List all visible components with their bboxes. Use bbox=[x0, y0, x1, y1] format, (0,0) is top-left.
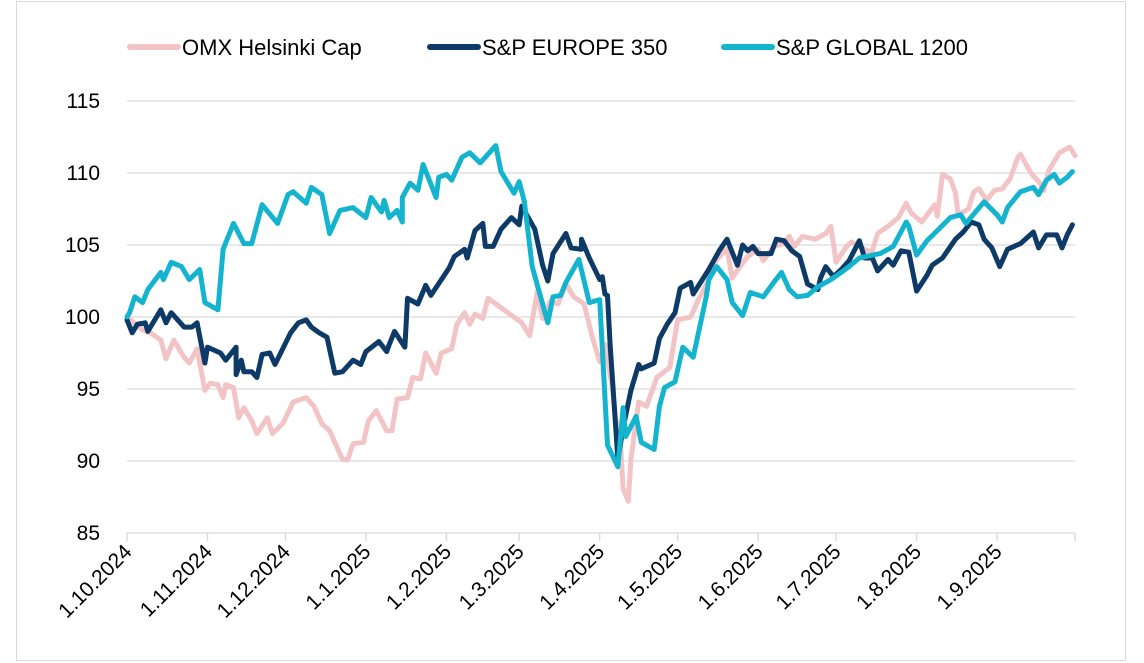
y-tick-label: 95 bbox=[77, 378, 100, 401]
legend-label: S&P GLOBAL 1200 bbox=[776, 35, 968, 60]
x-tick-label: 1.8.2025 bbox=[852, 540, 926, 614]
chart-frame bbox=[16, 1, 1126, 661]
series-line-s-p-europe-350 bbox=[124, 203, 1075, 463]
y-tick-label: 85 bbox=[77, 522, 100, 545]
x-tick-label: 1.6.2025 bbox=[694, 540, 768, 614]
y-axis-ticks: 85 90 95 100 105 110 115 bbox=[65, 90, 100, 545]
x-tick-label: 1.11.2024 bbox=[136, 540, 217, 621]
x-tick-label: 1.10.2024 bbox=[54, 540, 137, 623]
x-tick-label: 1.3.2025 bbox=[455, 540, 529, 614]
series-line-s-p-global-1200 bbox=[124, 143, 1075, 470]
legend: OMX Helsinki Cap S&P EUROPE 350 S&P GLOBAL… bbox=[127, 35, 968, 60]
gridlines bbox=[127, 100, 1075, 462]
legend-label: OMX Helsinki Cap bbox=[182, 35, 362, 60]
y-tick-label: 115 bbox=[67, 90, 100, 113]
y-tick-label: 90 bbox=[77, 450, 100, 473]
y-tick-label: 110 bbox=[67, 162, 100, 185]
legend-label: S&P EUROPE 350 bbox=[482, 35, 667, 60]
series-line-omx-helsinki-cap bbox=[124, 144, 1078, 504]
y-tick-label: 100 bbox=[65, 306, 100, 329]
x-tick-label: 1.12.2024 bbox=[213, 540, 296, 623]
x-tick-label: 1.5.2025 bbox=[613, 540, 687, 614]
x-tick-label: 1.9.2025 bbox=[933, 540, 1007, 614]
series-lines bbox=[124, 143, 1078, 504]
x-tick-label: 1.7.2025 bbox=[772, 540, 846, 614]
y-tick-label: 105 bbox=[65, 234, 100, 257]
x-tick-label: 1.2.2025 bbox=[382, 540, 456, 614]
x-tick-label: 1.4.2025 bbox=[535, 540, 609, 614]
x-tick-label: 1.1.2025 bbox=[301, 540, 375, 614]
